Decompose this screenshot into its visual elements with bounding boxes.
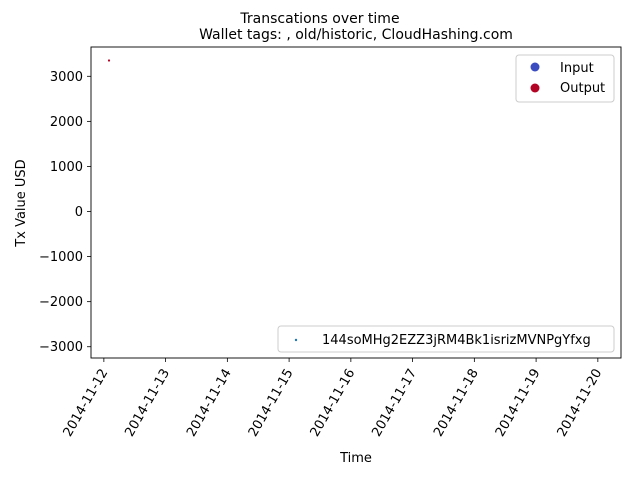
x-tick-label: 2014-11-12 — [61, 367, 112, 440]
legend-series: 144soMHg2EZZ3jRM4Bk1isrizMVNPgYfxg — [277, 325, 615, 353]
legend-output-label: Output — [560, 81, 605, 96]
chart-title: Wallet tags: , old/historic, CloudHashin… — [199, 27, 513, 43]
y-tick-label: 2000 — [50, 115, 83, 130]
legend-output-marker — [530, 83, 540, 93]
x-tick-label: 2014-11-20 — [555, 367, 606, 440]
x-tick-label: 2014-11-18 — [431, 367, 482, 440]
plot-frame — [90, 46, 622, 359]
legend-series-box — [277, 325, 615, 353]
chart-suptitle: Transcations over time — [239, 11, 399, 27]
x-tick-label: 2014-11-17 — [369, 367, 420, 440]
legend-series-marker — [294, 338, 298, 342]
y-tick-label: −2000 — [39, 295, 83, 310]
y-tick-label: 0 — [75, 205, 83, 220]
y-axis-ticks: 3000 2000 1000 0 −1000 −2000 −3000 — [39, 70, 91, 355]
y-tick-label: −1000 — [39, 250, 83, 265]
legend-kinds-box — [515, 54, 615, 103]
x-tick-label: 2014-11-19 — [493, 367, 544, 440]
legend-kinds: Input Output — [515, 54, 615, 103]
x-tick-label: 2014-11-15 — [246, 367, 297, 440]
x-axis-ticks: 2014-11-12 2014-11-13 2014-11-14 2014-11-15… — [61, 358, 606, 440]
y-axis-label: Tx Value USD — [14, 159, 29, 247]
y-tick-label: −3000 — [39, 340, 83, 355]
x-tick-label: 2014-11-14 — [184, 367, 235, 440]
data-point — [107, 59, 111, 62]
y-tick-label: 3000 — [50, 70, 83, 85]
x-tick-label: 2014-11-13 — [122, 367, 173, 440]
legend-input-marker — [530, 62, 540, 72]
x-tick-label: 2014-11-16 — [308, 367, 359, 440]
legend-input-label: Input — [560, 61, 594, 76]
data-points — [107, 59, 111, 62]
x-axis-label: Time — [339, 451, 372, 466]
legend-series-label: 144soMHg2EZZ3jRM4Bk1isrizMVNPgYfxg — [322, 333, 591, 348]
y-tick-label: 1000 — [50, 160, 83, 175]
